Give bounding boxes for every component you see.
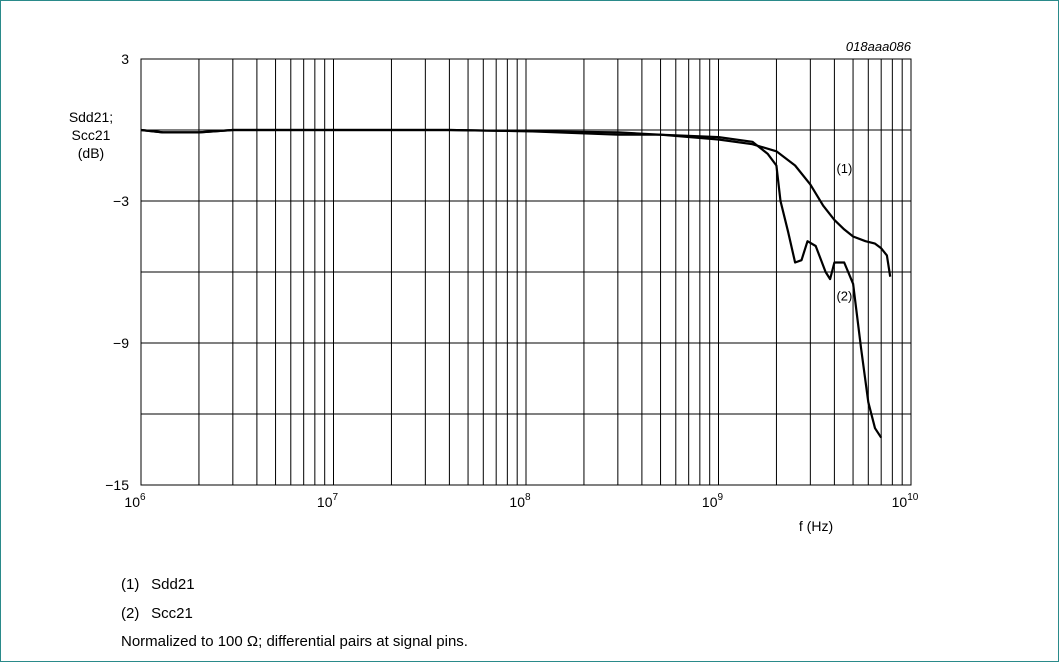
x-tick-label: 108 (509, 492, 531, 510)
legend-item-2: (2) Scc21 (121, 605, 193, 622)
curve-annotation: (2) (836, 289, 852, 304)
y-tick-label: −3 (113, 193, 129, 209)
chart-axes (140, 58, 912, 486)
x-tick-label: 107 (317, 492, 339, 510)
legend-item-1: (1) Sdd21 (121, 576, 195, 593)
curve-annotation: (1) (836, 161, 852, 176)
x-tick-label: 1010 (892, 492, 919, 510)
legend-num: (2) (121, 605, 140, 622)
x-axis-label: f (Hz) (799, 518, 833, 534)
series-line (140, 128, 883, 439)
y-tick-label: −9 (113, 335, 129, 351)
plot-frame (140, 58, 912, 486)
chart-grid (141, 59, 911, 485)
legend-label: Scc21 (151, 605, 193, 622)
y-axis-label: Scc21 (72, 127, 111, 143)
legend-num: (1) (121, 576, 140, 593)
x-tick-label: 109 (702, 492, 724, 510)
y-axis-label: (dB) (78, 145, 104, 161)
y-axis-label: Sdd21; (69, 109, 113, 125)
figure-id: 018aaa086 (846, 39, 912, 54)
y-tick-label: −15 (105, 477, 129, 493)
chart-series (140, 128, 892, 439)
legend-label: Sdd21 (151, 576, 195, 593)
x-tick-label: 106 (124, 492, 146, 510)
figure-note: Normalized to 100 Ω; differential pairs … (121, 633, 468, 650)
y-tick-label: 3 (121, 51, 129, 67)
series-line (140, 128, 892, 277)
